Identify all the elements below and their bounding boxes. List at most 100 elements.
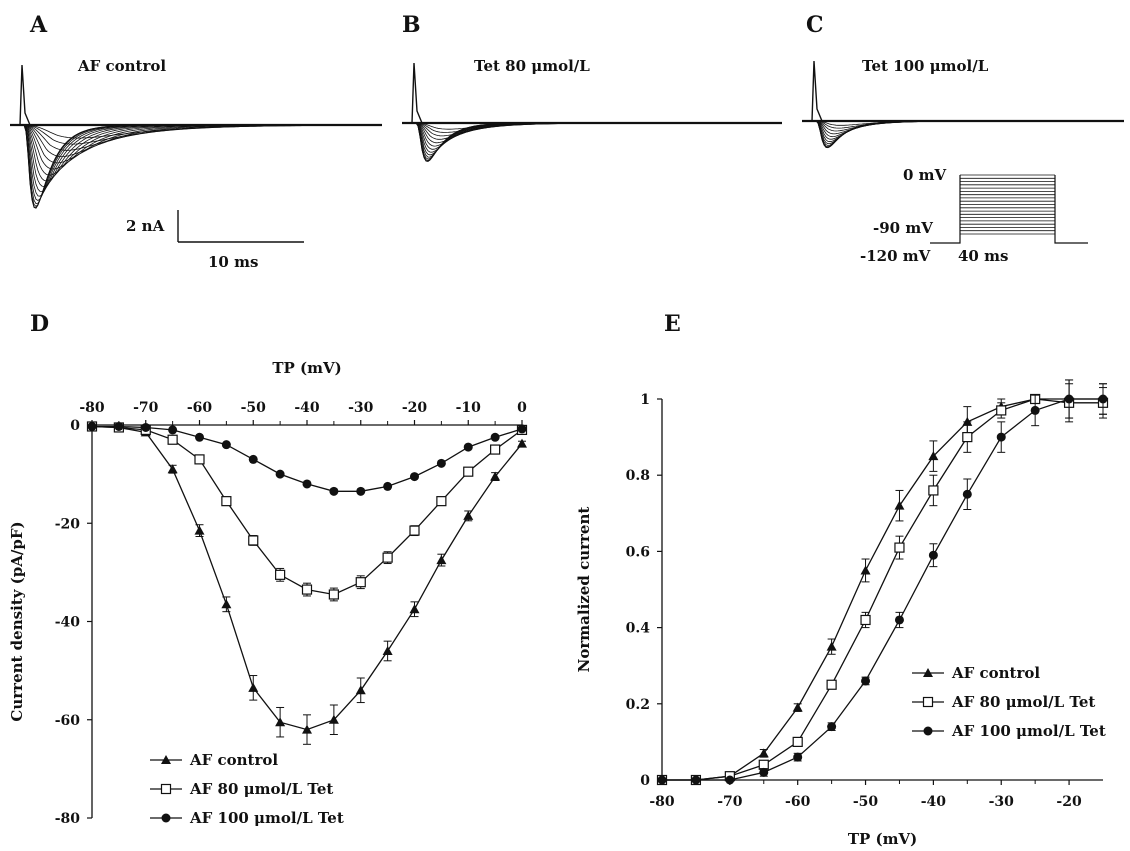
data-point-triangle: [302, 724, 312, 734]
data-point-square: [194, 454, 205, 465]
data-point-circle: [195, 432, 204, 442]
data-point-triangle: [221, 599, 232, 609]
panel-b-current-traces: [402, 62, 782, 162]
data-point-triangle: [161, 755, 171, 764]
data-point-square: [436, 496, 447, 507]
panel-d: D -80 -70 -60 -50 -40 -30 -20 -10 00-20-40-60-80…: [8, 311, 527, 827]
current-trace: [23, 124, 382, 176]
panel-a-current-traces: [10, 64, 383, 209]
current-trace: [23, 124, 382, 209]
data-point-circle: [410, 472, 419, 482]
data-point-square: [382, 552, 393, 563]
data-point-triangle: [517, 438, 527, 448]
panel-c: C Tet 100 μmol/L 0 mV -90 mV -120 mV 40 …: [802, 12, 1124, 265]
data-point-square: [160, 783, 172, 795]
x-axis-title: TP (mV): [848, 830, 917, 848]
panel-c-current-traces: [802, 60, 1124, 149]
legend-entry: AF control: [912, 664, 1040, 682]
y-tick-label: 0: [70, 418, 80, 434]
data-point-triangle: [923, 668, 933, 677]
capacitive-transient: [10, 64, 31, 126]
data-point-square: [167, 434, 178, 445]
data-point-square: [962, 432, 973, 443]
data-point-circle: [302, 479, 312, 489]
y-tick-label: 0.6: [626, 544, 650, 560]
x-tick-label: -40: [294, 400, 320, 416]
data-point-circle: [894, 615, 904, 625]
data-point-square: [248, 535, 259, 546]
y-tick-label: 1: [640, 392, 650, 408]
current-trace: [23, 124, 382, 209]
y-tick-label: -40: [55, 615, 81, 631]
y-tick-label: -20: [55, 516, 81, 532]
panel-e: E -80 -70 -60 -50 -40 -30 -20 0 0.2 0.4 0.6 0.8 1 TP …: [575, 311, 1109, 848]
scale-bar: 2 nA 10 ms: [126, 210, 304, 271]
series-circle: [657, 379, 1108, 785]
data-point-circle: [329, 486, 339, 496]
data-point-circle: [356, 486, 366, 496]
data-point-triangle: [436, 555, 447, 565]
data-point-triangle: [490, 471, 501, 481]
x-axis-title: TP (mV): [272, 359, 341, 377]
data-point-circle: [490, 432, 500, 442]
legend-label: AF 80 μmol/L Tet: [189, 780, 333, 798]
iv-curve-chart: -80 -70 -60 -50 -40 -30 -20 -10 0 0 -20 -40 -60 -80 TP…: [8, 359, 527, 827]
y-axis-title: Current density (pA/pF): [8, 521, 26, 721]
data-point-circle: [827, 722, 837, 732]
panel-a-label: AF control: [77, 57, 166, 75]
current-trace: [815, 120, 1124, 146]
data-point-triangle: [463, 510, 474, 520]
legend-label: AF control: [951, 664, 1040, 682]
data-point-triangle: [248, 682, 259, 692]
legend-entry: AF control: [150, 751, 278, 769]
y-tick-label: 0.4: [626, 621, 651, 637]
data-point-square: [275, 569, 286, 580]
data-point-triangle: [894, 500, 905, 510]
scale-bar-current-label: 2 nA: [126, 217, 165, 235]
data-point-triangle: [355, 685, 366, 695]
panel-a: A AF control 2 nA 10 ms: [10, 12, 383, 271]
x-tick-label: -20: [1056, 794, 1082, 810]
data-point-square: [826, 679, 837, 690]
data-point-square: [355, 577, 366, 588]
y-tick-label: 0.2: [626, 697, 650, 713]
current-trace: [415, 122, 782, 144]
legend-label: AF 80 μmol/L Tet: [951, 693, 1095, 711]
data-point-circle: [861, 676, 871, 686]
data-point-circle: [1030, 405, 1040, 415]
current-trace: [23, 124, 382, 207]
legend-label: AF 100 μmol/L Tet: [951, 722, 1106, 740]
data-point-square: [894, 542, 905, 553]
data-point-square: [860, 614, 871, 626]
legend-entry: AF 80 μmol/L Tet: [912, 693, 1095, 711]
data-point-square: [928, 485, 939, 496]
panel-e-letter: E: [664, 311, 681, 337]
x-tick-label: -60: [187, 400, 213, 416]
data-point-triangle: [194, 525, 205, 535]
scale-bar-time-label: 10 ms: [208, 253, 258, 271]
data-point-circle: [759, 767, 769, 777]
y-tick-label: 0.8: [626, 468, 650, 484]
y-axis-title: Normalized current: [575, 507, 593, 673]
data-point-square: [328, 589, 339, 600]
series-line: [91, 425, 523, 731]
legend-label: AF control: [189, 751, 278, 769]
x-tick-label: -60: [785, 794, 811, 810]
panel-a-letter: A: [29, 12, 48, 38]
data-point-triangle: [860, 565, 871, 575]
data-point-triangle: [826, 641, 837, 651]
x-tick-label: -10: [456, 400, 482, 416]
current-trace: [815, 120, 1124, 145]
data-point-square: [996, 405, 1007, 416]
data-point-square: [922, 696, 934, 708]
legend-entry: AF 100 μmol/L Tet: [912, 722, 1106, 740]
data-point-circle: [657, 775, 667, 785]
series-square: [86, 421, 528, 602]
x-tick-label: -70: [133, 400, 159, 416]
data-point-square: [463, 466, 474, 477]
data-point-square: [490, 444, 501, 455]
data-point-circle: [248, 454, 258, 464]
series-circle: [87, 421, 527, 496]
panel-b-label: Tet 80 μmol/L: [474, 57, 590, 75]
panel-d-letter: D: [30, 311, 49, 337]
